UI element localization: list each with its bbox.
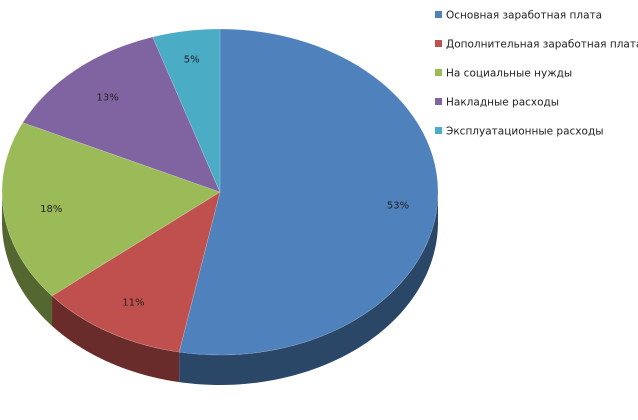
legend-swatch-4 xyxy=(435,98,442,105)
data-label-4: 13% xyxy=(96,93,118,104)
legend-item-3: На социальные нужды xyxy=(435,68,572,80)
slice-5 xyxy=(152,28,221,193)
data-label-1: 53% xyxy=(387,201,409,212)
slice-2-side xyxy=(52,295,180,383)
data-label-5: 5% xyxy=(184,54,200,65)
legend-label-5: Эксплуатационные расходы xyxy=(446,126,604,138)
legend-swatch-2 xyxy=(435,40,442,47)
data-label-3: 18% xyxy=(40,204,62,215)
slice-4 xyxy=(22,36,221,193)
legend-label-4: Накладные расходы xyxy=(446,97,559,109)
legend-label-3: На социальные нужды xyxy=(446,68,572,80)
legend-swatch-3 xyxy=(435,69,442,76)
legend-item-1: Основная заработная плата xyxy=(435,10,602,22)
legend-swatch-1 xyxy=(435,11,442,18)
slice-3-side xyxy=(2,192,53,326)
pie-depth-layer xyxy=(2,192,438,385)
pie-top-layer xyxy=(1,28,439,356)
slice-3 xyxy=(1,122,221,297)
legend-label-1: Основная заработная плата xyxy=(446,10,602,22)
legend: Основная заработная плата Дополнительная … xyxy=(435,10,638,138)
legend-label-2: Дополнительная заработная плата xyxy=(446,39,638,51)
pie-label-layer: 53% 11% 18% 13% 5% xyxy=(40,54,409,308)
legend-item-2: Дополнительная заработная плата xyxy=(435,39,638,51)
slice-2 xyxy=(51,191,221,353)
legend-item-5: Эксплуатационные расходы xyxy=(435,126,604,138)
legend-swatch-5 xyxy=(435,127,442,134)
legend-item-4: Накладные расходы xyxy=(435,97,559,109)
slice-1 xyxy=(178,28,439,356)
data-label-2: 11% xyxy=(122,297,144,308)
slice-1-side xyxy=(179,193,438,385)
